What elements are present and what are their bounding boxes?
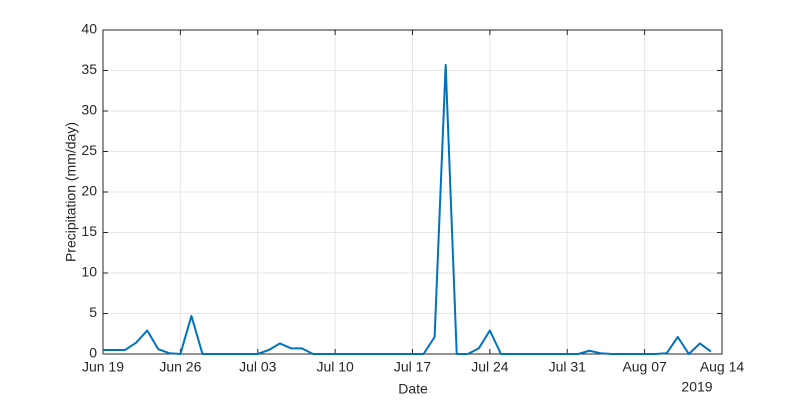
y-tick-label: 15 (81, 223, 97, 239)
y-tick-label: 20 (81, 183, 97, 199)
x-tick-label: Aug 07 (622, 359, 667, 375)
x-tick-label: Jul 10 (316, 359, 354, 375)
x-tick-label: Jun 19 (82, 359, 124, 375)
y-tick-label: 5 (89, 304, 97, 320)
y-tick-label: 0 (89, 345, 97, 361)
y-tick-label: 40 (81, 21, 97, 37)
y-tick-label: 35 (81, 61, 97, 77)
x-tick-label: Aug 14 (700, 359, 745, 375)
y-tick-label: 25 (81, 142, 97, 158)
x-year-label: 2019 (681, 379, 712, 395)
y-axis-label: Precipitation (mm/day) (63, 122, 79, 262)
y-tick-label: 30 (81, 102, 97, 118)
x-tick-label: Jul 31 (549, 359, 587, 375)
y-tick-label: 10 (81, 264, 97, 280)
x-axis-label: Date (398, 381, 428, 397)
x-tick-label: Jul 03 (239, 359, 277, 375)
x-tick-label: Jun 26 (159, 359, 201, 375)
x-tick-label: Jul 17 (394, 359, 432, 375)
x-tick-label: Jul 24 (471, 359, 509, 375)
data-line (103, 63, 712, 355)
